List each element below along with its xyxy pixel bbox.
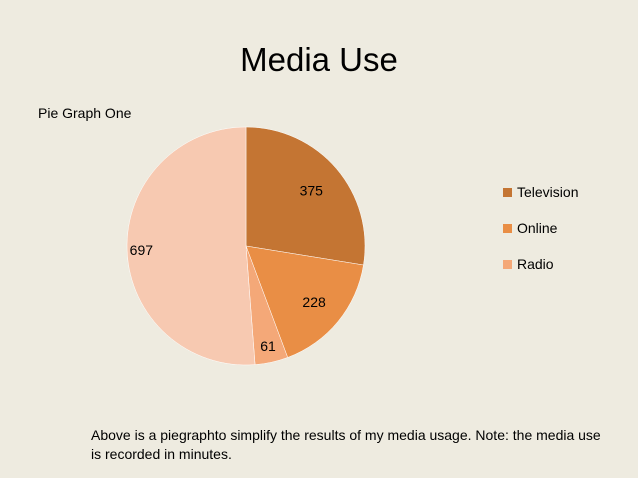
legend-label-television: Television	[517, 184, 579, 200]
pie-data-label: 375	[300, 182, 324, 198]
chart-legend: Television Online Radio	[503, 183, 578, 291]
legend-label-online: Online	[517, 220, 558, 236]
legend-item-television: Television	[503, 183, 578, 201]
slide-title: Media Use	[240, 41, 398, 78]
pie-slice-unlabeled	[126, 126, 256, 366]
slide-caption: Above is a piegraphto simplify the resul…	[91, 427, 601, 462]
pie-slice-television	[245, 126, 366, 266]
pie-data-label: 228	[302, 294, 326, 310]
legend-item-radio: Radio	[503, 255, 578, 273]
legend-swatch-television	[503, 187, 512, 197]
chart-subtitle: Pie Graph One	[38, 105, 132, 121]
pie-data-label: 697	[130, 242, 154, 258]
legend-label-radio: Radio	[517, 256, 554, 272]
pie-data-label: 61	[260, 338, 276, 354]
legend-item-online: Online	[503, 219, 578, 237]
legend-swatch-online	[503, 223, 512, 233]
legend-swatch-radio	[503, 259, 512, 269]
pie-slice-online	[245, 245, 364, 358]
